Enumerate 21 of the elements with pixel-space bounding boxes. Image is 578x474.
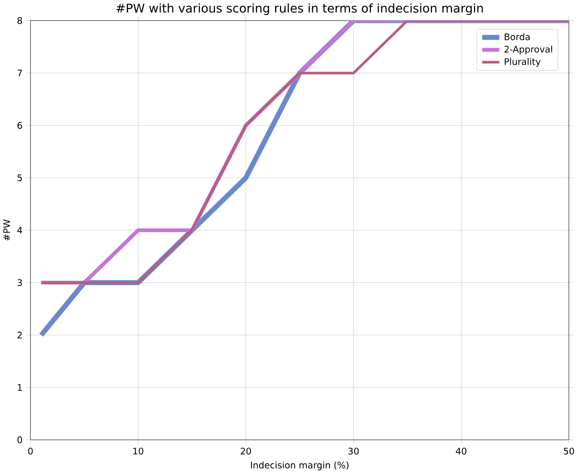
x-tick-label: 0 — [28, 448, 33, 455]
chart-title: #PW with various scoring rules in terms of indecision margin — [116, 4, 483, 16]
x-tick-label: 40 — [456, 448, 466, 455]
legend-label: 2-Approval — [504, 46, 552, 55]
x-tick-label: 30 — [348, 448, 359, 455]
x-tick-label: 50 — [564, 448, 574, 455]
legend-label: Plurality — [504, 58, 541, 67]
y-tick-label: 4 — [17, 227, 22, 234]
x-axis-title: Indecision margin (%) — [251, 462, 348, 470]
y-tick-label: 2 — [18, 332, 22, 339]
x-tick-label: 20 — [240, 448, 251, 455]
y-axis-title: #PW — [3, 220, 10, 241]
x-tick-label: 10 — [133, 448, 144, 455]
legend-label: Borda — [504, 33, 530, 40]
y-tick-label: 6 — [17, 122, 22, 130]
y-tick-label: 7 — [18, 70, 22, 77]
y-tick-label: 1 — [18, 384, 22, 391]
y-tick-label: 8 — [17, 17, 22, 24]
y-tick-label: 5 — [18, 174, 22, 182]
y-tick-label: 3 — [18, 279, 22, 286]
y-tick-label: 0 — [17, 436, 22, 444]
